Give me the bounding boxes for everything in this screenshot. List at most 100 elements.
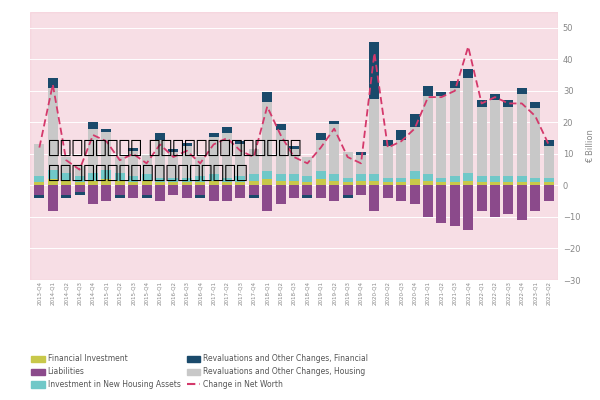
Bar — [48, 88, 58, 170]
Bar — [356, 152, 366, 156]
Bar — [155, 133, 165, 140]
Bar — [235, 182, 245, 186]
Bar — [101, 129, 112, 132]
Bar — [370, 99, 379, 174]
Bar — [209, 186, 218, 201]
Bar — [503, 182, 514, 186]
Bar — [249, 174, 259, 181]
Bar — [329, 186, 339, 201]
Bar — [182, 146, 192, 178]
Bar — [476, 186, 487, 211]
Bar — [48, 179, 58, 186]
Bar — [503, 106, 514, 176]
Bar — [249, 149, 259, 174]
Bar — [316, 140, 326, 171]
Bar — [262, 92, 272, 102]
Bar — [476, 106, 487, 176]
Text: 靠谱股票配资平台 中信证券：预计年末央行或加
大买断式回购、国傘净买入等工具力度: 靠谱股票配资平台 中信证券：预计年末央行或加 大买断式回购、国傘净买入等工具力度 — [48, 138, 302, 182]
Bar — [503, 176, 514, 182]
Bar — [222, 178, 232, 182]
Bar — [530, 102, 540, 108]
Bar — [74, 192, 85, 195]
Bar — [436, 186, 446, 223]
Bar — [302, 157, 313, 176]
Bar — [235, 144, 245, 176]
Bar — [101, 179, 112, 186]
Bar — [88, 129, 98, 173]
Bar — [316, 133, 326, 140]
Bar — [101, 186, 112, 201]
Bar — [182, 178, 192, 182]
Bar — [343, 178, 353, 182]
Bar — [450, 81, 460, 88]
Bar — [383, 140, 393, 146]
Bar — [142, 195, 152, 198]
Bar — [222, 127, 232, 133]
Bar — [142, 186, 152, 195]
Bar — [530, 186, 540, 211]
Bar — [222, 186, 232, 201]
Bar — [476, 176, 487, 182]
Bar — [155, 140, 165, 178]
Bar — [490, 94, 500, 100]
Bar — [463, 69, 473, 78]
Bar — [74, 182, 85, 186]
Bar — [423, 186, 433, 217]
Bar — [275, 130, 286, 174]
Bar — [410, 179, 419, 186]
Bar — [396, 140, 406, 178]
Bar — [169, 186, 178, 195]
Bar — [61, 195, 71, 198]
Bar — [423, 181, 433, 186]
Bar — [115, 173, 125, 181]
Legend: Financial Investment, Liabilities, Investment in New Housing Assets, Revaluation: Financial Investment, Liabilities, Inves… — [28, 352, 371, 392]
Bar — [396, 186, 406, 201]
Bar — [61, 157, 71, 173]
Bar — [74, 176, 85, 182]
Bar — [289, 181, 299, 186]
Bar — [302, 182, 313, 186]
Bar — [343, 182, 353, 186]
Bar — [61, 186, 71, 195]
Bar — [115, 157, 125, 173]
Bar — [490, 100, 500, 176]
Bar — [450, 88, 460, 176]
Bar — [436, 178, 446, 182]
Bar — [343, 195, 353, 198]
Bar — [209, 174, 218, 181]
Bar — [423, 174, 433, 181]
Bar — [302, 176, 313, 182]
Bar — [544, 178, 554, 182]
Bar — [476, 100, 487, 106]
Bar — [169, 152, 178, 178]
Bar — [530, 178, 540, 182]
Bar — [503, 100, 514, 106]
Bar — [195, 186, 205, 195]
Bar — [128, 176, 138, 182]
Y-axis label: € Billion: € Billion — [586, 129, 595, 163]
Bar — [48, 170, 58, 179]
Bar — [235, 141, 245, 144]
Bar — [115, 181, 125, 186]
Bar — [410, 171, 419, 179]
Bar — [169, 182, 178, 186]
Bar — [142, 181, 152, 186]
Bar — [410, 114, 419, 127]
Bar — [329, 121, 339, 124]
Bar — [517, 176, 527, 182]
Bar — [235, 186, 245, 198]
Bar — [209, 133, 218, 136]
Bar — [275, 124, 286, 130]
Bar — [476, 182, 487, 186]
Bar — [450, 176, 460, 182]
Bar — [195, 195, 205, 198]
Bar — [61, 181, 71, 186]
Bar — [316, 186, 326, 198]
Bar — [356, 174, 366, 181]
Bar — [329, 174, 339, 181]
Bar — [370, 181, 379, 186]
Bar — [34, 144, 44, 176]
Bar — [450, 182, 460, 186]
Bar — [463, 78, 473, 173]
Bar — [115, 195, 125, 198]
